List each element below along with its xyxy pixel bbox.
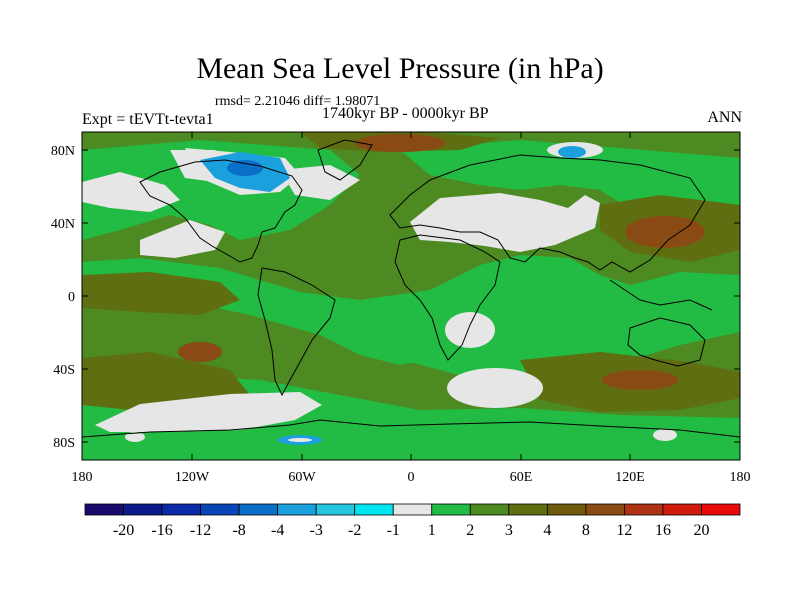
colorbar-swatch	[585, 503, 625, 516]
field-brown	[178, 342, 222, 362]
colorbar-labels: -20 -16 -12 -8 -4 -3 -2 -1 1 2 3 4 8 12 16 20	[113, 522, 710, 539]
field-brown	[625, 216, 705, 248]
lat-label: 40N	[51, 217, 75, 232]
colorbar-label: -1	[387, 522, 400, 539]
colorbar-label: -2	[348, 522, 361, 539]
colorbar-swatch	[238, 503, 279, 516]
colorbar-swatch	[701, 503, 741, 516]
lat-label: 0	[68, 290, 75, 305]
colorbar-label: -20	[113, 522, 134, 539]
coast-eurasia	[389, 154, 706, 273]
colorbar-swatch	[431, 503, 471, 516]
lat-label: 80N	[51, 144, 75, 159]
colorbar-label: -16	[151, 522, 172, 539]
colorbar-label: -12	[190, 522, 211, 539]
colorbar-swatch	[546, 503, 587, 516]
field-white	[280, 165, 360, 200]
lat-label: 80S	[53, 436, 75, 451]
lon-label: 60E	[510, 470, 533, 485]
lon-label: 180	[72, 470, 93, 485]
colorbar-label: 4	[543, 522, 551, 539]
coast-greenland	[317, 139, 373, 181]
field-white	[445, 312, 495, 348]
coast-north-america	[139, 159, 303, 263]
colorbar-swatch	[469, 503, 510, 516]
lon-label: 0	[408, 470, 415, 485]
pressure-field	[82, 132, 740, 460]
experiment-label: Expt = tEVTt-tevta1	[82, 111, 214, 128]
lat-label: 40S	[53, 363, 75, 378]
map-title: Mean Sea Level Pressure (in hPa)	[196, 52, 604, 85]
colorbar-swatch	[354, 503, 394, 516]
lon-label: 120W	[175, 470, 210, 485]
field-green-light	[82, 255, 740, 370]
field-brown	[602, 370, 678, 390]
colorbar-swatch	[277, 503, 317, 516]
coast-south-america	[257, 267, 336, 397]
field-olive	[82, 272, 240, 315]
colorbar-swatch	[123, 503, 163, 516]
field-olive	[82, 352, 250, 410]
colorbar-label: 20	[693, 522, 709, 539]
colorbar-swatch	[161, 503, 201, 516]
colorbar-label: 12	[616, 522, 632, 539]
colorbar-swatch	[84, 503, 124, 516]
lon-ticks	[191, 132, 631, 460]
field-blue-mid	[227, 160, 263, 176]
stats-text: rmsd= 2.21046 diff= 1.98071	[215, 94, 381, 109]
colorbar-label: -8	[232, 522, 245, 539]
season-label: ANN	[707, 109, 742, 126]
field-white	[140, 220, 225, 258]
colorbar-label: -4	[271, 522, 284, 539]
colorbar-label: 8	[582, 522, 590, 539]
field-white	[82, 172, 180, 212]
colorbar-label: 16	[655, 522, 671, 539]
colorbar-swatch	[624, 503, 664, 516]
field-blue-light	[558, 146, 586, 158]
colorbar-swatch	[200, 503, 240, 516]
period-label: 1740kyr BP - 0000kyr BP	[322, 105, 489, 122]
lon-label: 120E	[615, 470, 645, 485]
coast-australia	[627, 317, 706, 367]
lon-label: 60W	[288, 470, 316, 485]
field-white	[288, 438, 312, 442]
colorbar-label: -3	[310, 522, 323, 539]
colorbar-swatch	[662, 503, 702, 516]
coast-antarctica	[82, 419, 740, 438]
colorbar-swatch	[315, 503, 356, 516]
coastlines	[82, 139, 740, 438]
lat-ticks	[82, 149, 740, 443]
field-white	[95, 392, 322, 432]
colorbar	[84, 503, 741, 516]
coast-southeast-asia	[609, 279, 713, 311]
colorbar-swatch	[508, 503, 548, 516]
colorbar-swatch	[392, 503, 433, 516]
field-white	[125, 432, 145, 442]
lon-label: 180	[730, 470, 751, 485]
coast-africa	[394, 234, 501, 361]
colorbar-label: 1	[428, 522, 436, 539]
colorbar-label: 3	[505, 522, 513, 539]
field-brown	[355, 134, 445, 152]
field-white	[447, 368, 543, 408]
field-white	[410, 193, 600, 252]
colorbar-label: 2	[466, 522, 474, 539]
field-white	[653, 429, 677, 441]
